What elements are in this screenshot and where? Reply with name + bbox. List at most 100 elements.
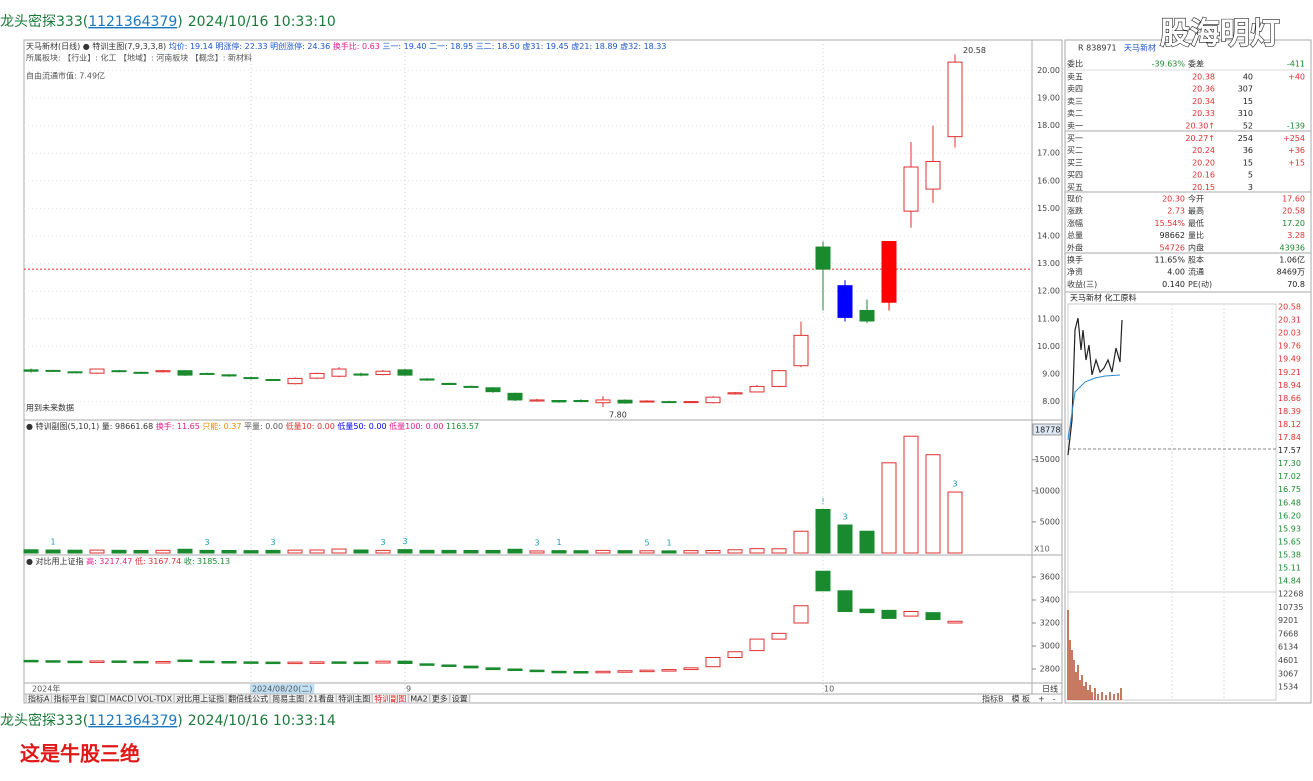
quote-cell: +36: [1288, 146, 1305, 155]
quote-cell: 净资: [1067, 267, 1083, 277]
volume-bar: [331, 548, 347, 554]
index-candle: [727, 651, 743, 658]
candle-body: [89, 368, 105, 374]
quote-cell: 卖五: [1067, 73, 1083, 82]
mini-price-tick: 17.30: [1278, 459, 1301, 468]
mini-price-tick: 17.02: [1278, 472, 1301, 481]
candle-body: [705, 396, 721, 404]
tab[interactable]: 窗口: [89, 694, 105, 704]
y-tick-label: 12.00: [1037, 287, 1060, 296]
mini-price-tick: 15.65: [1278, 537, 1301, 546]
candle-body: [881, 241, 897, 303]
quote-cell: 最高: [1188, 206, 1204, 216]
candle-body: [45, 369, 61, 372]
volume-flag: 5: [644, 538, 649, 547]
low-note: 7.80: [609, 411, 627, 420]
quote-cell: 买二: [1067, 146, 1083, 155]
candle-body: [221, 374, 237, 377]
quote-cell: 20.15: [1192, 183, 1215, 192]
user-id[interactable]: 1121364379: [88, 14, 177, 30]
quote-cell: 现价: [1067, 195, 1083, 204]
volume-bar: [749, 548, 765, 554]
tab[interactable]: 模 板: [1012, 694, 1031, 704]
quote-cell: 11.65%: [1154, 256, 1185, 265]
user-id[interactable]: 1121364379: [88, 713, 177, 729]
volume-bar: [683, 550, 699, 554]
tab[interactable]: 翻倍线公式: [228, 694, 268, 704]
tab[interactable]: 指标A: [28, 694, 50, 704]
quote-cell: 20.36: [1192, 85, 1215, 94]
y-tick-label: 13.00: [1037, 259, 1060, 268]
mini-price-tick: 19.21: [1278, 368, 1301, 377]
volume-bar: [881, 462, 897, 554]
tab[interactable]: +: [1038, 695, 1045, 704]
quote-cell: 换手: [1067, 255, 1083, 265]
volume-bar: [837, 524, 853, 554]
mini-price-tick: 14.84: [1278, 577, 1301, 586]
y-tick-label: 14.00: [1037, 232, 1060, 241]
tab[interactable]: 更多: [432, 694, 448, 704]
volume-bar: [23, 549, 39, 554]
tab[interactable]: 对比用上证指: [176, 694, 224, 704]
index-candle: [199, 660, 215, 664]
quote-cell: 20.30↑: [1185, 121, 1215, 130]
quote-cell: -39.63%: [1152, 60, 1186, 69]
candle-body: [331, 368, 347, 377]
index-candle: [639, 669, 655, 673]
candle-body: [463, 385, 479, 388]
header-part: ● 对比用上证指: [26, 556, 84, 566]
index-candle: [661, 669, 677, 672]
candle-body: [529, 399, 545, 402]
quote-cell: 54726: [1160, 243, 1185, 252]
tab[interactable]: MA2: [410, 695, 427, 704]
volume-flag: 3: [952, 480, 957, 489]
tab[interactable]: 指标B: [982, 694, 1004, 704]
volume-bar: [859, 530, 875, 554]
tab[interactable]: 设置: [452, 694, 468, 704]
index-candle: [353, 661, 369, 665]
quote-cell: 20.58: [1282, 207, 1305, 216]
mini-price-tick: 20.03: [1278, 329, 1301, 338]
time: 2024/10/16 10:33:10: [188, 14, 336, 30]
quote-cell: 买四: [1067, 171, 1083, 180]
header-part: 换手: 11.65: [153, 421, 200, 431]
volume-bar: [177, 548, 193, 554]
tab[interactable]: 简易主图: [272, 694, 304, 704]
x-tick-label: 9: [406, 685, 411, 694]
tab[interactable]: 21看盘: [308, 694, 334, 704]
tab[interactable]: 特训副图: [374, 694, 406, 704]
y-tick-label: 3400: [1040, 596, 1060, 605]
quote-cell: 307: [1238, 85, 1253, 94]
quote-cell: 4.00: [1167, 268, 1185, 277]
time: 2024/10/16 10:33:14: [188, 713, 336, 729]
candle-body: [397, 369, 413, 376]
quote-cell: 52: [1243, 121, 1253, 130]
quote-cell: 254: [1238, 134, 1253, 143]
quote-cell: 0.140: [1162, 280, 1185, 289]
quote-cell: +40: [1288, 73, 1305, 82]
index-candle: [375, 660, 391, 664]
tab[interactable]: -: [1053, 695, 1056, 704]
mini-volume-tick: 3067: [1278, 669, 1298, 678]
header-part: 均价: 19.14: [166, 41, 213, 51]
volume-flag: 3: [270, 538, 275, 547]
index-candle: [67, 660, 83, 664]
volume-bar: [661, 550, 677, 554]
y-tick-label: 15.00: [1037, 204, 1060, 213]
candle-body: [177, 370, 193, 376]
candle-body: [243, 377, 259, 380]
tab[interactable]: VOL-TDX: [137, 695, 172, 704]
volume-bar: [793, 530, 809, 554]
quote-cell: 卖四: [1067, 85, 1083, 94]
volume-bar: [507, 548, 523, 554]
tab[interactable]: 特训主图: [338, 694, 370, 704]
index-candle: [23, 659, 39, 663]
y-tick-label: 19.00: [1037, 94, 1060, 103]
quote-cell: 15: [1243, 158, 1253, 167]
tab[interactable]: 指标平台: [53, 694, 85, 704]
quote-cell: 收益(三): [1067, 279, 1097, 289]
y-tick-label: 10000: [1035, 486, 1060, 495]
intraday-price-line: [1067, 317, 1123, 456]
tab[interactable]: MACD: [109, 695, 133, 704]
candle-body: [771, 370, 787, 387]
